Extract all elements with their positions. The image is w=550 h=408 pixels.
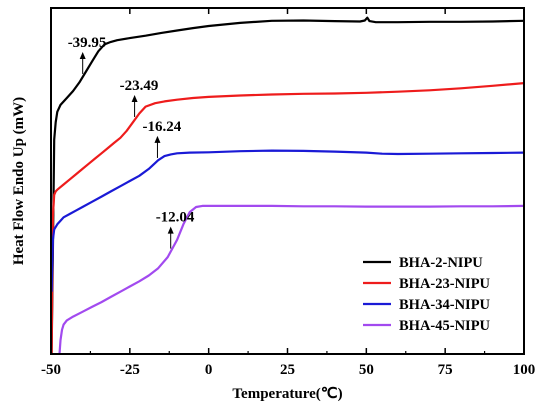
x-tick-label: -25 [120,362,140,378]
plot-lines [50,16,525,355]
x-tick-label: 100 [513,362,536,378]
x-tick-label: 50 [359,362,374,378]
legend-label: BHA-23-NIPU [399,276,491,292]
annotations: -39.95 -23.49 -16.24 -12.04 [68,35,195,249]
onset-temperature-label: -16.24 [142,119,181,135]
x-tick-label: 25 [280,362,295,378]
x-tick-label: -50 [41,362,61,378]
annotation-arrow-head [79,51,86,59]
annotation-arrow-head [131,94,138,102]
x-axis-title: Temperature(℃) [232,386,342,402]
x-tick-label: 75 [438,362,453,378]
series-line-1 [50,16,525,355]
onset-temperature-label: -39.95 [68,35,107,51]
x-ticks: -50 -25 0 25 50 75 100 [41,8,535,378]
x-tick-label: 0 [205,362,213,378]
series-line-3 [50,149,525,292]
legend: BHA-2-NIPU BHA-23-NIPU BHA-34-NIPU BHA-45-N… [363,255,491,334]
legend-label: BHA-45-NIPU [399,318,491,334]
legend-label: BHA-2-NIPU [399,255,483,271]
onset-temperature-label: -23.49 [120,78,159,94]
series-line-2 [50,82,525,355]
y-axis-title: Heat Flow Endo Up (mW) [11,97,27,265]
annotation-arrow-head [154,135,161,143]
legend-label: BHA-34-NIPU [399,297,491,313]
annotation-arrow-head [167,226,174,234]
onset-temperature-label: -12.04 [156,210,195,226]
series-line-4 [58,204,525,355]
